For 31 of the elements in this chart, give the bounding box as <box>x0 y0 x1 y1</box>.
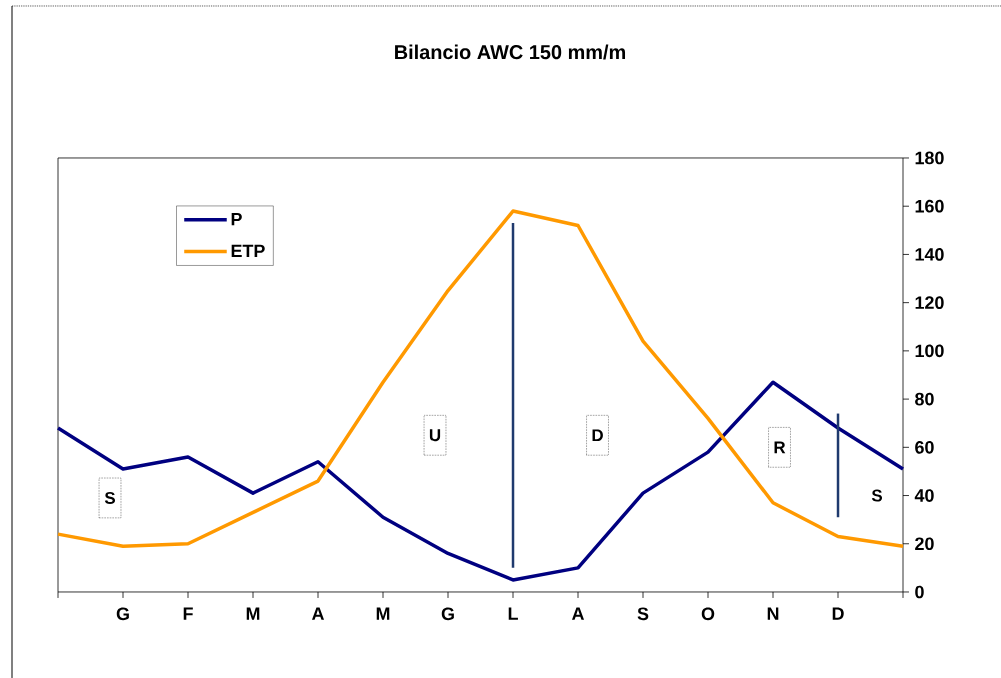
x-tick-label: O <box>701 607 715 621</box>
x-tick-label: G <box>116 607 129 621</box>
chart-title: Bilancio AWC 150 mm/m <box>395 44 626 60</box>
y-tick-label: 120 <box>915 296 944 309</box>
x-tick-label: D <box>832 607 844 620</box>
x-tick-label: M <box>376 607 390 620</box>
x-tick-label: S <box>637 607 649 621</box>
y-tick-label: 60 <box>915 440 934 454</box>
x-tick-label: A <box>311 607 325 620</box>
legend-label: ETP <box>231 244 265 257</box>
annotation: U <box>429 429 441 442</box>
x-tick-label: M <box>246 607 260 620</box>
y-tick-label: 180 <box>915 151 944 165</box>
y-tick-label: 160 <box>915 199 944 213</box>
x-tick-label: F <box>183 607 193 620</box>
x-tick-label: G <box>441 607 454 621</box>
y-tick-label: 100 <box>915 344 944 358</box>
y-tick-label: 20 <box>915 537 934 551</box>
line-series <box>56 380 905 582</box>
x-tick-label: N <box>767 607 779 620</box>
legend-label: P <box>231 212 242 226</box>
annotation: S <box>104 491 115 504</box>
y-tick-label: 40 <box>914 489 934 502</box>
annotation: R <box>774 441 786 454</box>
x-tick-label: L <box>508 607 518 620</box>
annotation: D <box>592 429 603 442</box>
annotation: S <box>871 489 882 502</box>
y-tick-label: 0 <box>915 585 924 599</box>
y-tick-label: 80 <box>915 392 934 406</box>
x-tick-label: A <box>571 607 585 620</box>
y-tick-label: 140 <box>915 248 944 261</box>
